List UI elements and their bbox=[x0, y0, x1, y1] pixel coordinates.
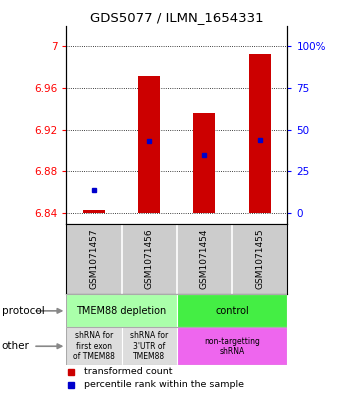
Text: GSM1071456: GSM1071456 bbox=[145, 229, 154, 289]
Text: shRNA for
3'UTR of
TMEM88: shRNA for 3'UTR of TMEM88 bbox=[130, 331, 168, 361]
Text: shRNA for
first exon
of TMEM88: shRNA for first exon of TMEM88 bbox=[73, 331, 115, 361]
Text: other: other bbox=[2, 341, 30, 351]
Bar bbox=[122, 327, 177, 365]
Title: GDS5077 / ILMN_1654331: GDS5077 / ILMN_1654331 bbox=[90, 11, 264, 24]
Bar bbox=[177, 327, 287, 365]
Text: protocol: protocol bbox=[2, 306, 45, 316]
Text: GSM1071457: GSM1071457 bbox=[89, 229, 98, 289]
Text: percentile rank within the sample: percentile rank within the sample bbox=[84, 380, 244, 389]
Bar bbox=[193, 113, 216, 213]
Bar bbox=[138, 75, 160, 213]
Bar bbox=[249, 54, 271, 213]
Text: GSM1071454: GSM1071454 bbox=[200, 229, 209, 289]
Text: GSM1071455: GSM1071455 bbox=[255, 229, 264, 289]
Text: non-targetting
shRNA: non-targetting shRNA bbox=[204, 336, 260, 356]
Text: control: control bbox=[215, 306, 249, 316]
Bar bbox=[177, 294, 287, 327]
Text: transformed count: transformed count bbox=[84, 367, 172, 376]
Text: TMEM88 depletion: TMEM88 depletion bbox=[76, 306, 167, 316]
Bar bbox=[83, 210, 105, 213]
Bar bbox=[66, 294, 177, 327]
Bar bbox=[66, 327, 122, 365]
